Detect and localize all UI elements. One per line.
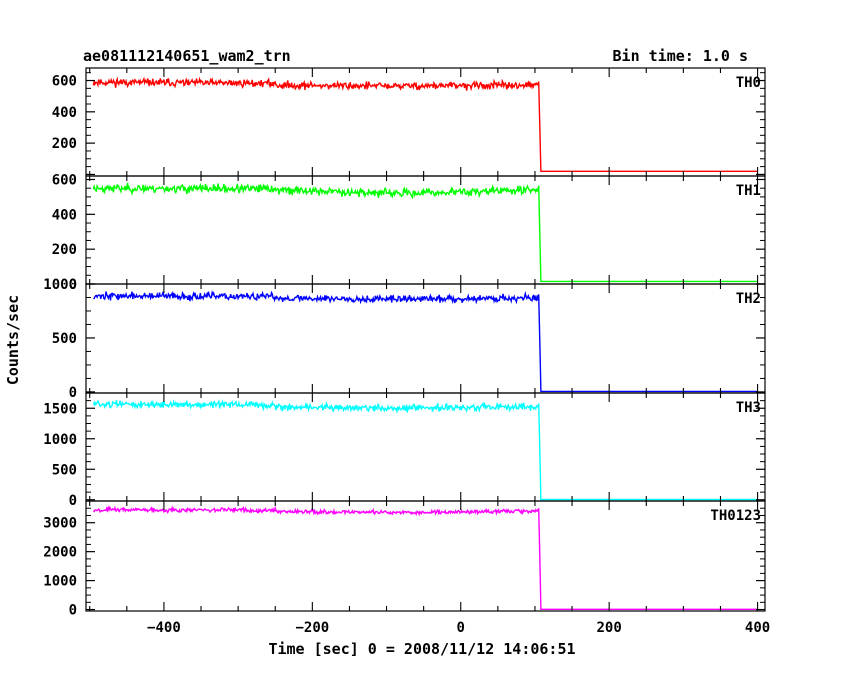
y-tick-label: 0 — [69, 493, 77, 509]
y-tick-label: 1000 — [43, 277, 77, 293]
panel-th2: 0 500 1000 TH2 — [43, 277, 766, 401]
y-tick-label: 400 — [52, 105, 77, 121]
y-tick-label: 1500 — [43, 401, 77, 417]
panel-label-th1: TH1 — [736, 183, 761, 199]
chart-title: ae081112140651_wam2_trn — [83, 47, 291, 65]
x-tick-label: 400 — [745, 620, 770, 636]
panel-th1: 0 200 400 600 TH1 — [52, 172, 766, 293]
series-line-th0 — [92, 76, 758, 172]
panel-th0123: 0 1000 2000 3000 TH0123 — [43, 500, 766, 619]
panels-group: 200 400 600 TH0 0 200 400 600 TH1 0 500 1000 TH2 0 500… — [43, 67, 766, 619]
y-axis-title: Counts/sec — [4, 295, 22, 385]
y-tick-label: 500 — [52, 462, 77, 478]
y-tick-label: 600 — [52, 172, 77, 188]
y-tick-label: 3000 — [43, 516, 77, 532]
y-tick-label: 0 — [69, 385, 77, 401]
x-axis-title: Time [sec] 0 = 2008/11/12 14:06:51 — [268, 640, 575, 658]
panel-th3: 0 500 1000 1500 TH3 — [43, 392, 766, 509]
y-tick-label: 1000 — [43, 574, 77, 590]
x-axis: −400 −200 0 200 400 — [147, 620, 770, 636]
panel-label-th3: TH3 — [736, 400, 761, 416]
panel-label-th0123: TH0123 — [710, 508, 761, 524]
series-line-th1 — [92, 182, 758, 283]
panel-th0: 200 400 600 TH0 — [52, 67, 766, 177]
y-tick-label: 0 — [69, 277, 77, 293]
x-tick-label: 0 — [457, 620, 465, 636]
y-tick-label: 0 — [69, 603, 77, 619]
y-tick-label: 500 — [52, 331, 77, 347]
y-tick-label: 400 — [52, 207, 77, 223]
y-tick-label: 200 — [52, 136, 77, 152]
series-line-th0123 — [92, 505, 758, 610]
series-line-th2 — [93, 289, 758, 393]
panel-label-th2: TH2 — [736, 291, 761, 307]
series-line-th3 — [92, 398, 758, 501]
bin-time-label: Bin time: 1.0 s — [613, 47, 748, 65]
x-tick-label: −200 — [295, 620, 329, 636]
x-tick-label: −400 — [147, 620, 181, 636]
panel-frame — [85, 392, 766, 502]
panel-frame — [85, 500, 766, 612]
y-tick-label: 600 — [52, 74, 77, 90]
panel-frame — [85, 283, 766, 394]
y-tick-label: 200 — [52, 242, 77, 258]
y-tick-label: 1000 — [43, 432, 77, 448]
panel-label-th0: TH0 — [736, 75, 761, 91]
y-tick-label: 2000 — [43, 545, 77, 561]
x-tick-label: 200 — [597, 620, 622, 636]
